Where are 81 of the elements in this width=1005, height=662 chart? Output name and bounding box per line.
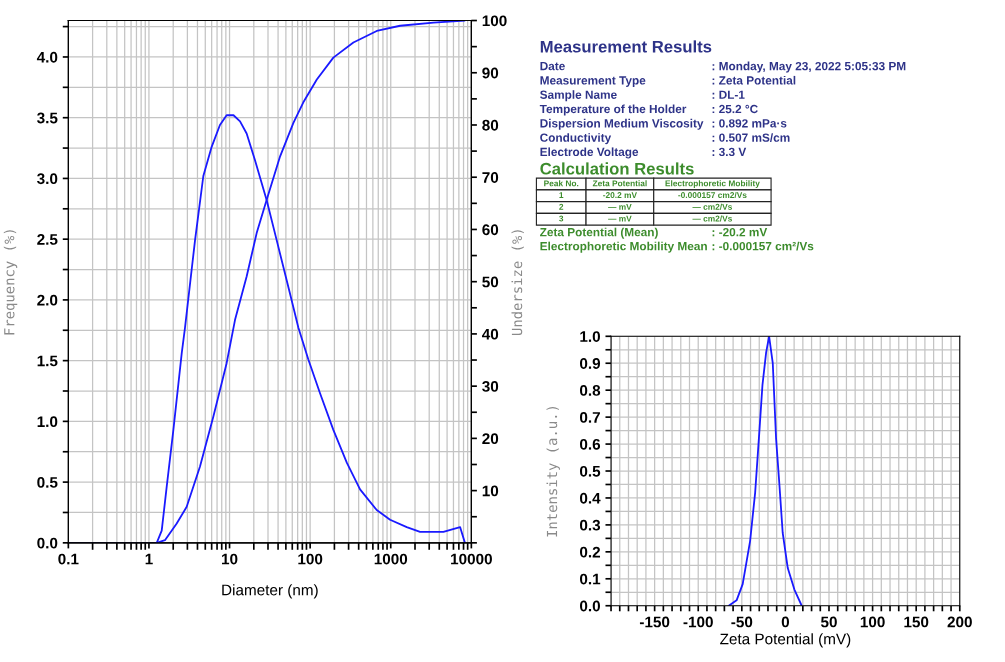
y2-tick-label: 40 xyxy=(481,328,499,340)
y2-tick-label: 50 xyxy=(482,276,499,288)
text: : Monday, May 23, 2022 5:05:33 PM xyxy=(712,61,906,73)
text: — cm2/Vs xyxy=(692,203,732,210)
text: : Zeta Potential xyxy=(712,75,796,85)
y-tick-label: 0.1 xyxy=(579,573,601,585)
text: Measurement Results xyxy=(540,40,712,53)
text: Zeta Potential xyxy=(592,180,647,187)
text: Peak No. xyxy=(544,180,579,187)
y-tick-label: 0.9 xyxy=(579,358,601,369)
text: -20.2 mV xyxy=(603,192,637,199)
text: : -0.000157 cm²/Vs xyxy=(712,241,814,251)
y-tick-label: 0.5 xyxy=(579,465,601,477)
text: : 0.507 mS/cm xyxy=(712,133,790,142)
x-axis-title: Zeta Potential (mV) xyxy=(720,633,851,648)
y2-tick-label: 70 xyxy=(482,172,499,183)
text: — cm2/Vs xyxy=(692,215,732,222)
y2-axis-title: Undersize (%) xyxy=(511,230,524,336)
text: 1 xyxy=(559,192,564,198)
x-axis-title: Diameter (nm) xyxy=(222,584,318,599)
y-tick-label: 1.0 xyxy=(580,331,600,342)
y-tick-label: 0.5 xyxy=(37,476,58,488)
text: : 25.2 °C xyxy=(712,104,758,114)
y-tick-label: 3.0 xyxy=(37,173,58,185)
y-axis-title: Intensity (a.u.) xyxy=(546,407,560,537)
text: : 0.892 mPa·s xyxy=(712,119,787,128)
y2-tick-label: 90 xyxy=(482,67,499,79)
x-tick-label: -100 xyxy=(683,616,713,628)
x-tick-label: -150 xyxy=(639,616,670,628)
x-tick-label: 150 xyxy=(904,616,929,628)
x-tick-label: 100 xyxy=(298,553,323,565)
y-tick-label: 1.0 xyxy=(37,416,58,428)
y2-tick-label: 20 xyxy=(482,433,499,445)
text: Sample Name xyxy=(540,90,617,102)
text: Date xyxy=(540,62,565,71)
y2-tick-label: 30 xyxy=(482,381,499,392)
text: Temperature of the Holder xyxy=(539,104,687,116)
x-tick-label: 50 xyxy=(820,616,837,628)
text: Calculation Results xyxy=(540,162,694,175)
y2-tick-label: 80 xyxy=(482,119,499,131)
y2-tick-label: 60 xyxy=(482,224,499,236)
y-tick-label: 0.8 xyxy=(579,385,601,396)
text: Measurement Type xyxy=(540,76,646,87)
y-tick-label: 0.7 xyxy=(579,411,600,423)
text: -0.000157 cm2/Vs xyxy=(678,191,747,199)
text: Dispersion Medium Viscosity xyxy=(540,118,704,130)
y-tick-label: 1.5 xyxy=(37,355,58,367)
x-tick-label: 1 xyxy=(145,553,153,565)
y-tick-label: 0.6 xyxy=(579,438,601,450)
text: : DL-1 xyxy=(712,90,745,99)
text: — mV xyxy=(608,203,632,210)
text: Electrophoretic Mobility xyxy=(665,180,760,188)
y-tick-label: 4.0 xyxy=(36,51,58,63)
text: Zeta Potential (Mean) xyxy=(540,227,658,239)
y-tick-label: 0.3 xyxy=(579,519,601,531)
y2-tick-label: 10 xyxy=(482,485,499,497)
y-tick-label: 2.0 xyxy=(37,294,58,306)
y-tick-label: 3.5 xyxy=(37,112,58,124)
text: Conductivity xyxy=(540,133,612,145)
x-tick-label: 200 xyxy=(947,616,972,628)
x-tick-label: 0 xyxy=(781,616,790,628)
x-tick-label: 100 xyxy=(860,616,885,628)
x-tick-label: -50 xyxy=(731,616,753,628)
text: Electrophoretic Mobility Mean xyxy=(540,241,707,253)
text: : -20.2 mV xyxy=(712,227,768,237)
y-tick-label: 0.4 xyxy=(579,492,601,504)
text: : 3.3 V xyxy=(712,147,747,157)
y-tick-label: 0.0 xyxy=(37,537,58,549)
y2-tick-label: 100 xyxy=(482,15,507,27)
text: 3 xyxy=(559,215,564,222)
y-tick-label: 0.2 xyxy=(579,546,601,558)
y-tick-label: 0.0 xyxy=(579,600,600,612)
text: — mV xyxy=(608,215,632,222)
x-tick-label: 10 xyxy=(222,553,238,565)
y-axis-title: Frequency (%) xyxy=(3,230,18,335)
x-tick-label: 10000 xyxy=(451,553,492,565)
x-tick-label: 1000 xyxy=(374,553,408,565)
x-tick-label: 0.1 xyxy=(58,553,79,565)
text: Electrode Voltage xyxy=(540,147,639,159)
text: 2 xyxy=(559,203,564,210)
y-tick-label: 2.5 xyxy=(37,234,58,245)
